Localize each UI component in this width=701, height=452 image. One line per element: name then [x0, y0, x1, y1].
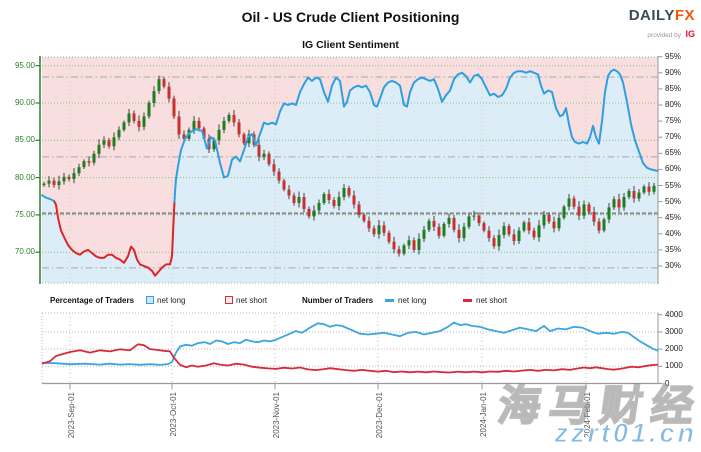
date-axis-label: 2023-Oct-01 — [169, 392, 178, 437]
price-axis-label: 85.00 — [14, 135, 35, 145]
legend-num-net-long-label: net long — [398, 296, 427, 305]
percent-axis-label: 30% — [665, 261, 682, 270]
price-axis-label: 90.00 — [14, 98, 35, 107]
dailyfx-wordmark: DAILYFX — [628, 7, 695, 24]
legend-num-net-short-label: net short — [476, 296, 508, 305]
date-axis-label: 2023-Dec-01 — [375, 392, 384, 439]
legend-net-long-square-icon — [146, 296, 154, 304]
legend-number-title: Number of Traders — [302, 296, 374, 305]
date-axis-label: 2024-Jan-01 — [479, 392, 488, 437]
legend-net-long-line-icon — [385, 299, 394, 302]
percent-axis-label: 45% — [665, 212, 682, 222]
dailyfx-logo: DAILYFX provided by IG — [629, 7, 695, 43]
percent-axis-label: 75% — [665, 116, 682, 126]
traders-axis-label: 2000 — [665, 344, 683, 354]
percent-axis-label: 90% — [665, 67, 682, 77]
percent-axis-label: 55% — [665, 180, 682, 190]
traders-axis-label: 1000 — [665, 361, 683, 371]
traders-axis-label: 3000 — [665, 326, 683, 336]
legend-pct-net-long-label: net long — [157, 296, 186, 305]
percent-axis-label: 70% — [665, 132, 682, 142]
traders-axis-label: 4000 — [665, 309, 683, 319]
percent-axis-label: 35% — [665, 244, 682, 254]
price-axis-label: 95.00 — [14, 60, 35, 70]
page-title: Oil - US Crude Client Positioning — [241, 9, 460, 25]
legend-net-short-square-icon — [225, 296, 233, 304]
percent-axis-label: 50% — [665, 196, 682, 206]
date-axis-label: 2023-Nov-01 — [272, 392, 281, 439]
date-axis-label: 2023-Sep-01 — [67, 392, 76, 439]
chart-subtitle: IG Client Sentiment — [302, 39, 399, 51]
price-axis-label: 75.00 — [14, 209, 35, 219]
watermark-url: zzrt01.cn — [554, 418, 697, 449]
percent-axis-label: 65% — [665, 148, 682, 158]
legend-net-short-line-icon — [463, 299, 472, 302]
percent-axis-label: 60% — [665, 164, 682, 174]
ig-logo: IG — [685, 29, 695, 40]
price-axis-label: 80.00 — [14, 172, 35, 182]
legend-percentage-title: Percentage of Traders — [50, 296, 135, 305]
price-axis-label: 70.00 — [14, 247, 35, 257]
provided-by-ig: provided by IG — [647, 29, 695, 40]
percent-axis-label: 85% — [665, 83, 682, 93]
traders-axis-label: 0 — [665, 378, 670, 388]
legend-pct-net-short-label: net short — [236, 296, 268, 305]
percent-axis-label: 80% — [665, 100, 682, 109]
percent-axis-label: 40% — [665, 228, 682, 238]
percent-axis-label: 95% — [665, 51, 682, 61]
